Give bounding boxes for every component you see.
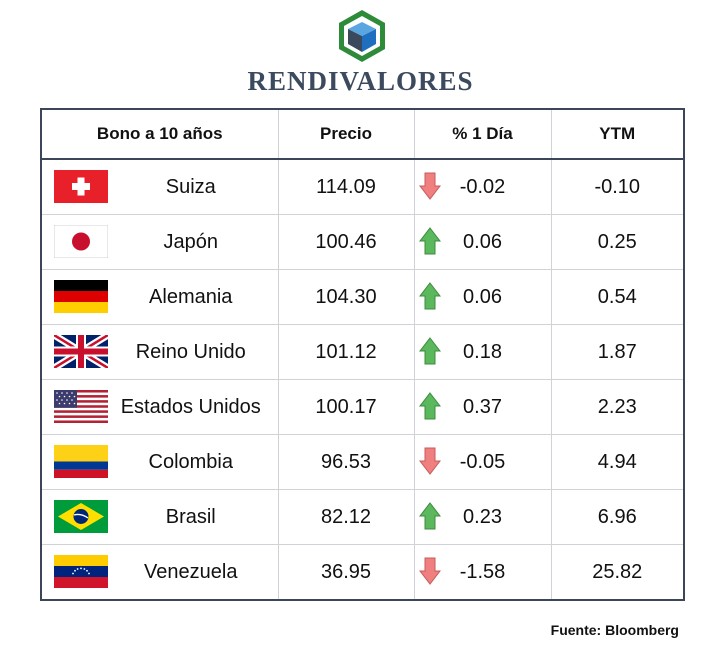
table-header-row: Bono a 10 años Precio % 1 Día YTM (41, 109, 684, 160)
source-note: Fuente: Bloomberg (550, 622, 679, 638)
country-name: Alemania (149, 285, 233, 308)
change-cell: 0.06 (413, 269, 551, 325)
table-row: Colombia 96.53 -0.05 4.94 (41, 434, 684, 490)
change-cell: 0.18 (413, 324, 551, 380)
country-name: Venezuela (144, 560, 238, 583)
country-cell: Alemania (41, 269, 278, 325)
table-row: Brasil 82.12 0.23 6.96 (41, 489, 684, 545)
country-cell: Venezuela (41, 545, 278, 601)
price-cell: 101.12 (277, 324, 414, 380)
change-cell: -0.05 (413, 434, 551, 490)
country-cell: Estados Unidos (41, 379, 278, 435)
country-name: Reino Unido (135, 340, 246, 363)
venezuela-flag-icon (54, 555, 108, 588)
table-row: Reino Unido 101.12 0.18 1.87 (41, 324, 684, 380)
change-value: 0.06 (463, 285, 502, 308)
price-cell: 104.30 (277, 269, 414, 325)
price-cell: 96.53 (277, 434, 414, 490)
country-name: Suiza (165, 175, 216, 198)
price-cell: 100.46 (277, 214, 414, 270)
country-name: Estados Unidos (120, 395, 261, 418)
change-value: -1.58 (459, 560, 506, 583)
country-cell: Colombia (41, 434, 278, 490)
country-cell: Brasil (41, 489, 278, 545)
up-arrow-icon (418, 282, 441, 310)
country-name: Brasil (165, 505, 216, 528)
column-header-change: % 1 Día (413, 109, 551, 160)
price-cell: 114.09 (277, 159, 414, 215)
country-cell: Suiza (41, 159, 278, 215)
brazil-flag-icon (54, 500, 108, 533)
change-value: 0.06 (463, 230, 502, 253)
table-row: Estados Unidos 100.17 0.37 2.23 (41, 379, 684, 435)
cube-hexagon-logo (339, 10, 385, 62)
table-row: Alemania 104.30 0.06 0.54 (41, 269, 684, 325)
ytm-cell: 1.87 (550, 324, 684, 380)
united-states-flag-icon (54, 390, 108, 423)
down-arrow-icon (418, 447, 441, 475)
change-value: 0.37 (463, 395, 502, 418)
up-arrow-icon (418, 502, 441, 530)
bond-table: Bono a 10 años Precio % 1 Día YTM Suiza … (40, 108, 685, 601)
down-arrow-icon (418, 557, 441, 585)
change-cell: -1.58 (413, 544, 551, 600)
ytm-cell: 2.23 (550, 379, 684, 435)
column-header-ytm: YTM (550, 109, 684, 160)
japan-flag-icon (54, 225, 108, 258)
ytm-cell: 4.94 (550, 434, 684, 490)
ytm-cell: 25.82 (550, 544, 684, 600)
germany-flag-icon (54, 280, 108, 313)
change-cell: 0.37 (413, 379, 551, 435)
change-value: -0.02 (459, 175, 506, 198)
up-arrow-icon (418, 337, 441, 365)
table-row: Suiza 114.09 -0.02 -0.10 (41, 159, 684, 215)
switzerland-flag-icon (54, 170, 108, 203)
column-header-price: Precio (277, 109, 414, 160)
price-cell: 36.95 (277, 544, 414, 600)
brand-name: RENDIVALORES (247, 66, 474, 96)
change-cell: 0.23 (413, 489, 551, 545)
change-cell: -0.02 (413, 159, 551, 215)
change-value: -0.05 (459, 450, 506, 473)
colombia-flag-icon (54, 445, 108, 478)
ytm-cell: 0.54 (550, 269, 684, 325)
country-cell: Japón (41, 214, 278, 270)
ytm-cell: 0.25 (550, 214, 684, 270)
ytm-cell: -0.10 (550, 159, 684, 215)
down-arrow-icon (418, 172, 441, 200)
up-arrow-icon (418, 227, 441, 255)
change-cell: 0.06 (413, 214, 551, 270)
column-header-bond: Bono a 10 años (41, 109, 278, 160)
table-row: Japón 100.46 0.06 0.25 (41, 214, 684, 270)
table-row: Venezuela 36.95 -1.58 25.82 (41, 544, 684, 601)
price-cell: 82.12 (277, 489, 414, 545)
change-value: 0.18 (463, 340, 502, 363)
ytm-cell: 6.96 (550, 489, 684, 545)
change-value: 0.23 (463, 505, 502, 528)
up-arrow-icon (418, 392, 441, 420)
price-cell: 100.17 (277, 379, 414, 435)
country-cell: Reino Unido (41, 324, 278, 380)
country-name: Japón (163, 230, 219, 253)
united-kingdom-flag-icon (54, 335, 108, 368)
country-name: Colombia (148, 450, 233, 473)
